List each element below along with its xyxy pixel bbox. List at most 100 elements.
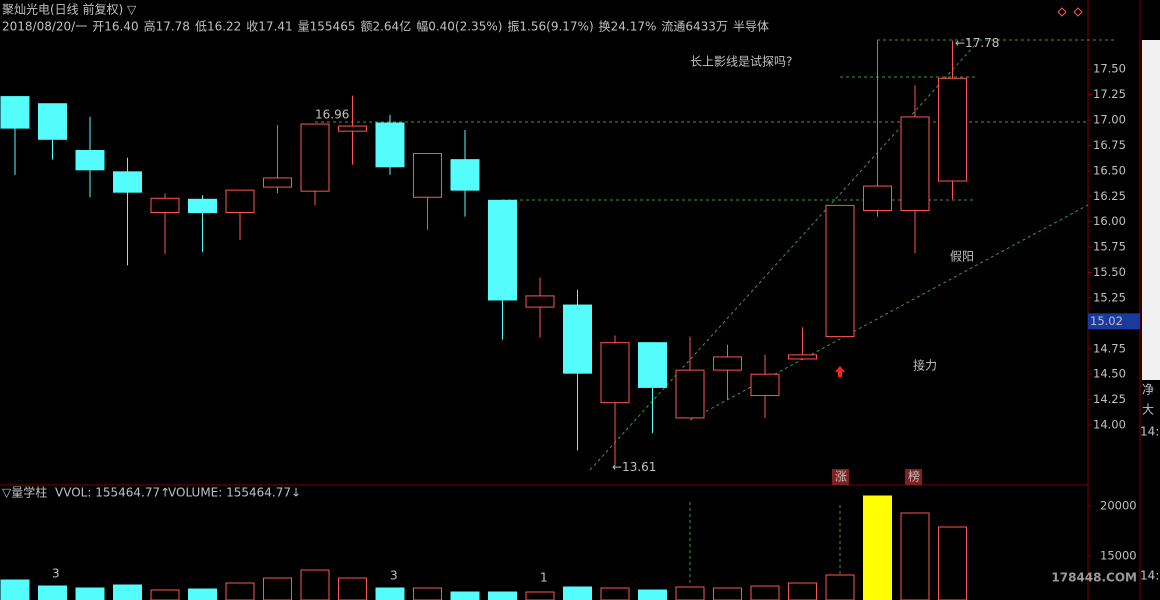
y-tick-label: 14.75 [1093, 341, 1126, 355]
candle-body [225, 189, 255, 214]
panel-title: ▽量学柱 [2, 485, 47, 500]
info-item: 流通6433万 [661, 20, 728, 34]
volume-bar [38, 585, 67, 600]
volume-bar [225, 582, 255, 600]
volume-bar [338, 577, 367, 600]
annotation: 1 [540, 571, 548, 585]
volume-bars [0, 495, 967, 600]
annotation: 榜 [908, 469, 920, 484]
volume-bar [488, 591, 517, 600]
annotation: ←17.78 [955, 36, 999, 50]
volume-bar [450, 591, 480, 600]
info-item: 2018/08/20/一 [2, 20, 87, 34]
y-tick-label: 15000 [1100, 549, 1137, 563]
y-tick-label: 14.50 [1093, 367, 1126, 381]
candle-body [188, 198, 217, 214]
candle-body [900, 116, 930, 211]
y-tick-label: 15.50 [1093, 265, 1126, 279]
candle-body [713, 356, 742, 371]
y-tick-label: 17.00 [1093, 112, 1126, 126]
volume-bar [150, 589, 180, 600]
volume-bar [300, 569, 330, 600]
candle-body [788, 354, 817, 360]
info-item: 高17.78 [144, 19, 190, 34]
annotation: 接力 [913, 358, 937, 373]
volume-bar [0, 579, 30, 600]
candle-body [75, 149, 105, 171]
y-tick-label: 16.25 [1093, 189, 1126, 203]
volume-bar [600, 587, 630, 600]
info-item: 额2.64亿 [360, 19, 411, 34]
toolbar[interactable] [1142, 40, 1160, 380]
candle-body [488, 199, 517, 301]
current-price: 15.02 [1090, 314, 1123, 328]
y-tick-label: 16.50 [1093, 163, 1126, 177]
y-tick-label: 14.00 [1093, 418, 1126, 432]
y-tick-label: 16.00 [1093, 214, 1126, 228]
y-tick-label: 17.25 [1093, 87, 1126, 101]
sidebar-text: 14: [1140, 425, 1159, 439]
sidebar-text: 净 [1142, 383, 1154, 397]
candle-body [113, 171, 142, 193]
volume-bar [525, 591, 555, 600]
stock-title: 聚灿光电(日线 前复权) ▽ [2, 2, 137, 17]
candle-body [450, 159, 480, 191]
annotation: 长上影线是试探吗? [690, 54, 792, 69]
info-item: 收17.41 [246, 20, 292, 34]
candle-body [38, 103, 67, 140]
legend-item: VOLUME: 155464.77↓ [168, 486, 301, 500]
drawings [315, 39, 1115, 585]
candle-body [825, 204, 855, 338]
candle-body [375, 122, 405, 168]
volume-bar [263, 577, 292, 600]
candle-body [263, 177, 292, 188]
annotation: 16.96 [315, 108, 349, 122]
candle-body [563, 304, 592, 374]
candle-body [413, 153, 442, 198]
annotation: 3 [390, 569, 398, 583]
y-tick-label: 15.25 [1093, 290, 1126, 304]
candle-body [338, 125, 367, 132]
volume-bar [563, 586, 592, 600]
candle-body [525, 295, 555, 308]
candle-body [750, 373, 780, 397]
volume-bar [638, 589, 667, 600]
volume-bar [938, 526, 967, 600]
volume-bar [750, 585, 780, 600]
info-item: 半导体 [733, 20, 769, 34]
candle-body [863, 185, 892, 211]
annotation: 假阳 [950, 250, 974, 264]
candle-body [150, 197, 180, 214]
candle-body [300, 123, 330, 192]
volume-bar [825, 574, 855, 600]
annotation: 涨 [835, 469, 847, 484]
volume-bar [713, 587, 742, 600]
sidebar-text: 大 [1142, 403, 1154, 417]
y-tick-label: 16.75 [1093, 138, 1126, 152]
volume-bar [900, 512, 930, 600]
info-item: 幅0.40(2.35%) [416, 19, 502, 34]
volume-bar [863, 495, 892, 600]
info-item: 振1.56(9.17%) [507, 20, 593, 34]
candle-body [675, 369, 705, 419]
volume-bar [375, 587, 405, 600]
badge [905, 469, 922, 485]
info-item: 开16.40 [92, 20, 138, 34]
candle-body [600, 342, 630, 404]
window-icons[interactable] [1057, 7, 1083, 17]
badge [832, 469, 849, 485]
candle-body [938, 77, 967, 182]
y-tick-label: 20000 [1100, 499, 1137, 513]
y-tick-label: 15.75 [1093, 240, 1126, 254]
volume-bar [413, 587, 442, 600]
candle-body [0, 96, 30, 129]
info-item: 换24.17% [599, 20, 657, 34]
volume-bar [75, 587, 105, 600]
legend-item: VVOL: 155464.77↑ [55, 486, 170, 500]
current-price-box [1088, 313, 1140, 330]
volume-bar [188, 588, 217, 600]
y-tick-label: 17.50 [1093, 62, 1126, 76]
sidebar-text: 14: [1140, 569, 1159, 583]
volume-bar [113, 584, 142, 600]
